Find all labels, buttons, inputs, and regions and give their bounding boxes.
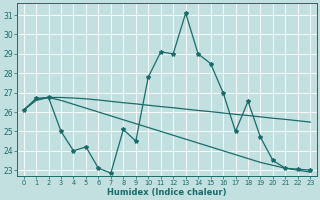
X-axis label: Humidex (Indice chaleur): Humidex (Indice chaleur) [107,188,227,197]
